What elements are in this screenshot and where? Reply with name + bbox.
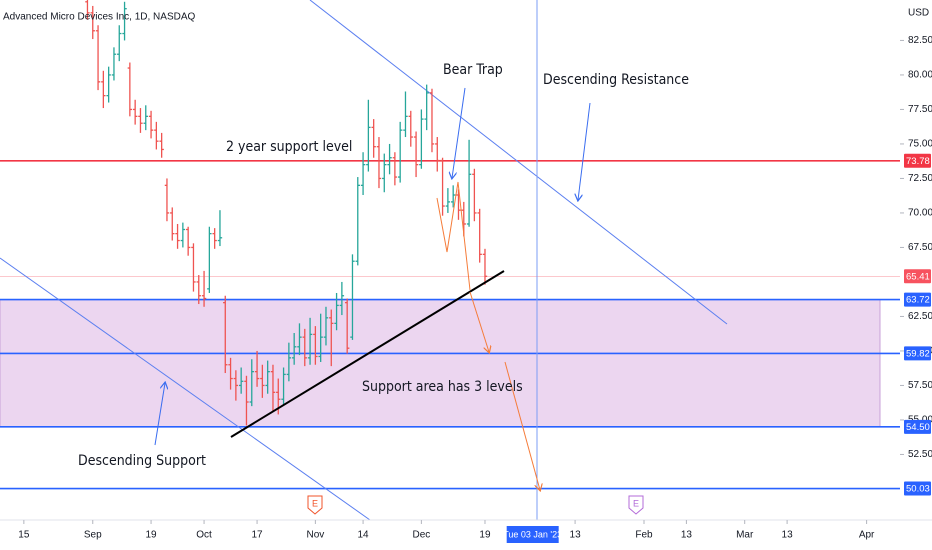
y-tick-label: 67.50: [908, 242, 932, 253]
x-tick-label: 15: [18, 530, 30, 541]
x-tick-label: Sep: [84, 530, 102, 541]
support-trend-line: [230, 270, 505, 438]
bear-trap-zigzag: [436, 181, 471, 291]
x-tick-label: 19: [479, 530, 491, 541]
level-tag: [904, 153, 931, 168]
annotation-arrow: [578, 102, 591, 200]
x-tick-label: Dec: [412, 530, 430, 541]
crosshair-tag: [506, 526, 559, 543]
annotation-arrow: [154, 383, 165, 446]
level-label: 73.78: [906, 156, 930, 167]
y-tick-label: 82.50: [908, 35, 932, 46]
y-tick-label: 72.50: [908, 173, 932, 184]
y-tick-label: 52.50: [908, 449, 932, 460]
level-tag: [904, 292, 931, 307]
projection-arrow: [504, 361, 540, 490]
x-tick-label: 14: [358, 530, 370, 541]
x-tick-label: 13: [570, 530, 582, 541]
level-tag: [904, 419, 931, 434]
annotation: Bear Trap: [443, 62, 503, 78]
level-label: 50.03: [906, 484, 930, 495]
x-tick-label: 13: [681, 530, 693, 541]
x-tick-label: 13: [782, 530, 794, 541]
y-tick-label: 57.50: [908, 380, 932, 391]
x-tick-label: Oct: [196, 530, 212, 541]
y-tick-label: 70.00: [908, 208, 932, 219]
crosshair-label: Tue 03 Jan '23: [503, 529, 562, 539]
descending-resistance-line: [309, 0, 728, 325]
descending-support-line: [0, 257, 371, 521]
earnings-marker[interactable]: [628, 495, 644, 515]
level-tag: [904, 269, 931, 284]
earnings-label: E: [312, 498, 318, 508]
level-label: 59.82: [906, 348, 930, 359]
annotation: Descending Support: [78, 453, 206, 469]
time-axis: [0, 520, 932, 550]
x-tick-label: 17: [252, 530, 264, 541]
x-tick-label: Nov: [306, 530, 324, 541]
x-tick-label: Feb: [635, 530, 653, 541]
y-tick-label: 77.50: [908, 104, 932, 115]
support-zone: [0, 299, 881, 428]
y-tick-label: 75.00: [908, 139, 932, 150]
level-label: 63.72: [906, 295, 930, 306]
projection-arrow: [469, 291, 489, 352]
level-tag: [904, 346, 931, 361]
currency-label: USD: [908, 8, 929, 19]
level-label: 54.50: [906, 422, 930, 433]
chart-title: Advanced Micro Devices Inc, 1D, NASDAQ: [3, 12, 196, 23]
x-tick-label: Apr: [859, 530, 875, 541]
earnings-label: E: [633, 498, 639, 508]
level-label: 65.41: [906, 271, 930, 282]
level-tag: [904, 481, 931, 496]
annotation: Support area has 3 levels: [362, 379, 523, 395]
x-tick-label: Mar: [736, 530, 754, 541]
x-tick-label: 19: [145, 530, 157, 541]
annotation: Descending Resistance: [543, 72, 689, 88]
earnings-marker[interactable]: [307, 495, 323, 515]
y-tick-label: 80.00: [908, 70, 932, 81]
y-tick-label: 62.50: [908, 311, 932, 322]
annotation-arrow: [452, 87, 466, 178]
annotation: 2 year support level: [226, 139, 352, 155]
